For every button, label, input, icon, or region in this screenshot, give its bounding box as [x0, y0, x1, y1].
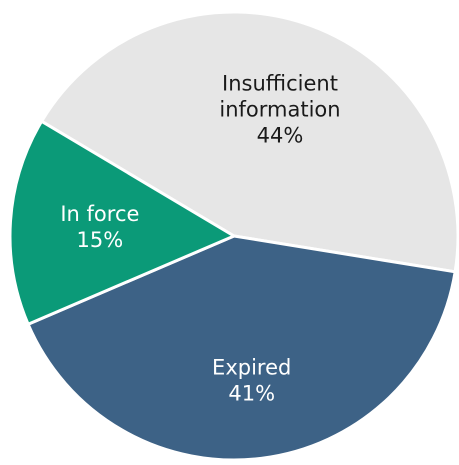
pie-slice-0	[40, 10, 459, 274]
pie-slice-label-0: Insufficient information 44%	[219, 72, 340, 148]
slice-percent-label: 41%	[228, 382, 275, 406]
pie-slice-label-2: In force 15%	[60, 202, 139, 252]
pie-slices	[8, 10, 459, 462]
slice-category-label: Insufficient	[222, 72, 338, 96]
pie-slice-2	[8, 119, 236, 326]
slice-category-label: In force	[60, 202, 139, 226]
pie-labels: Insufficient information 44% Expired 41% In f…	[60, 72, 340, 406]
slice-percent-label: 44%	[257, 124, 304, 148]
slice-category-label: Expired	[212, 356, 291, 380]
pie-slice-label-1: Expired 41%	[212, 356, 291, 406]
slice-category-label: information	[219, 98, 340, 122]
slice-percent-label: 15%	[77, 228, 124, 252]
pie-slice-1	[26, 234, 457, 462]
